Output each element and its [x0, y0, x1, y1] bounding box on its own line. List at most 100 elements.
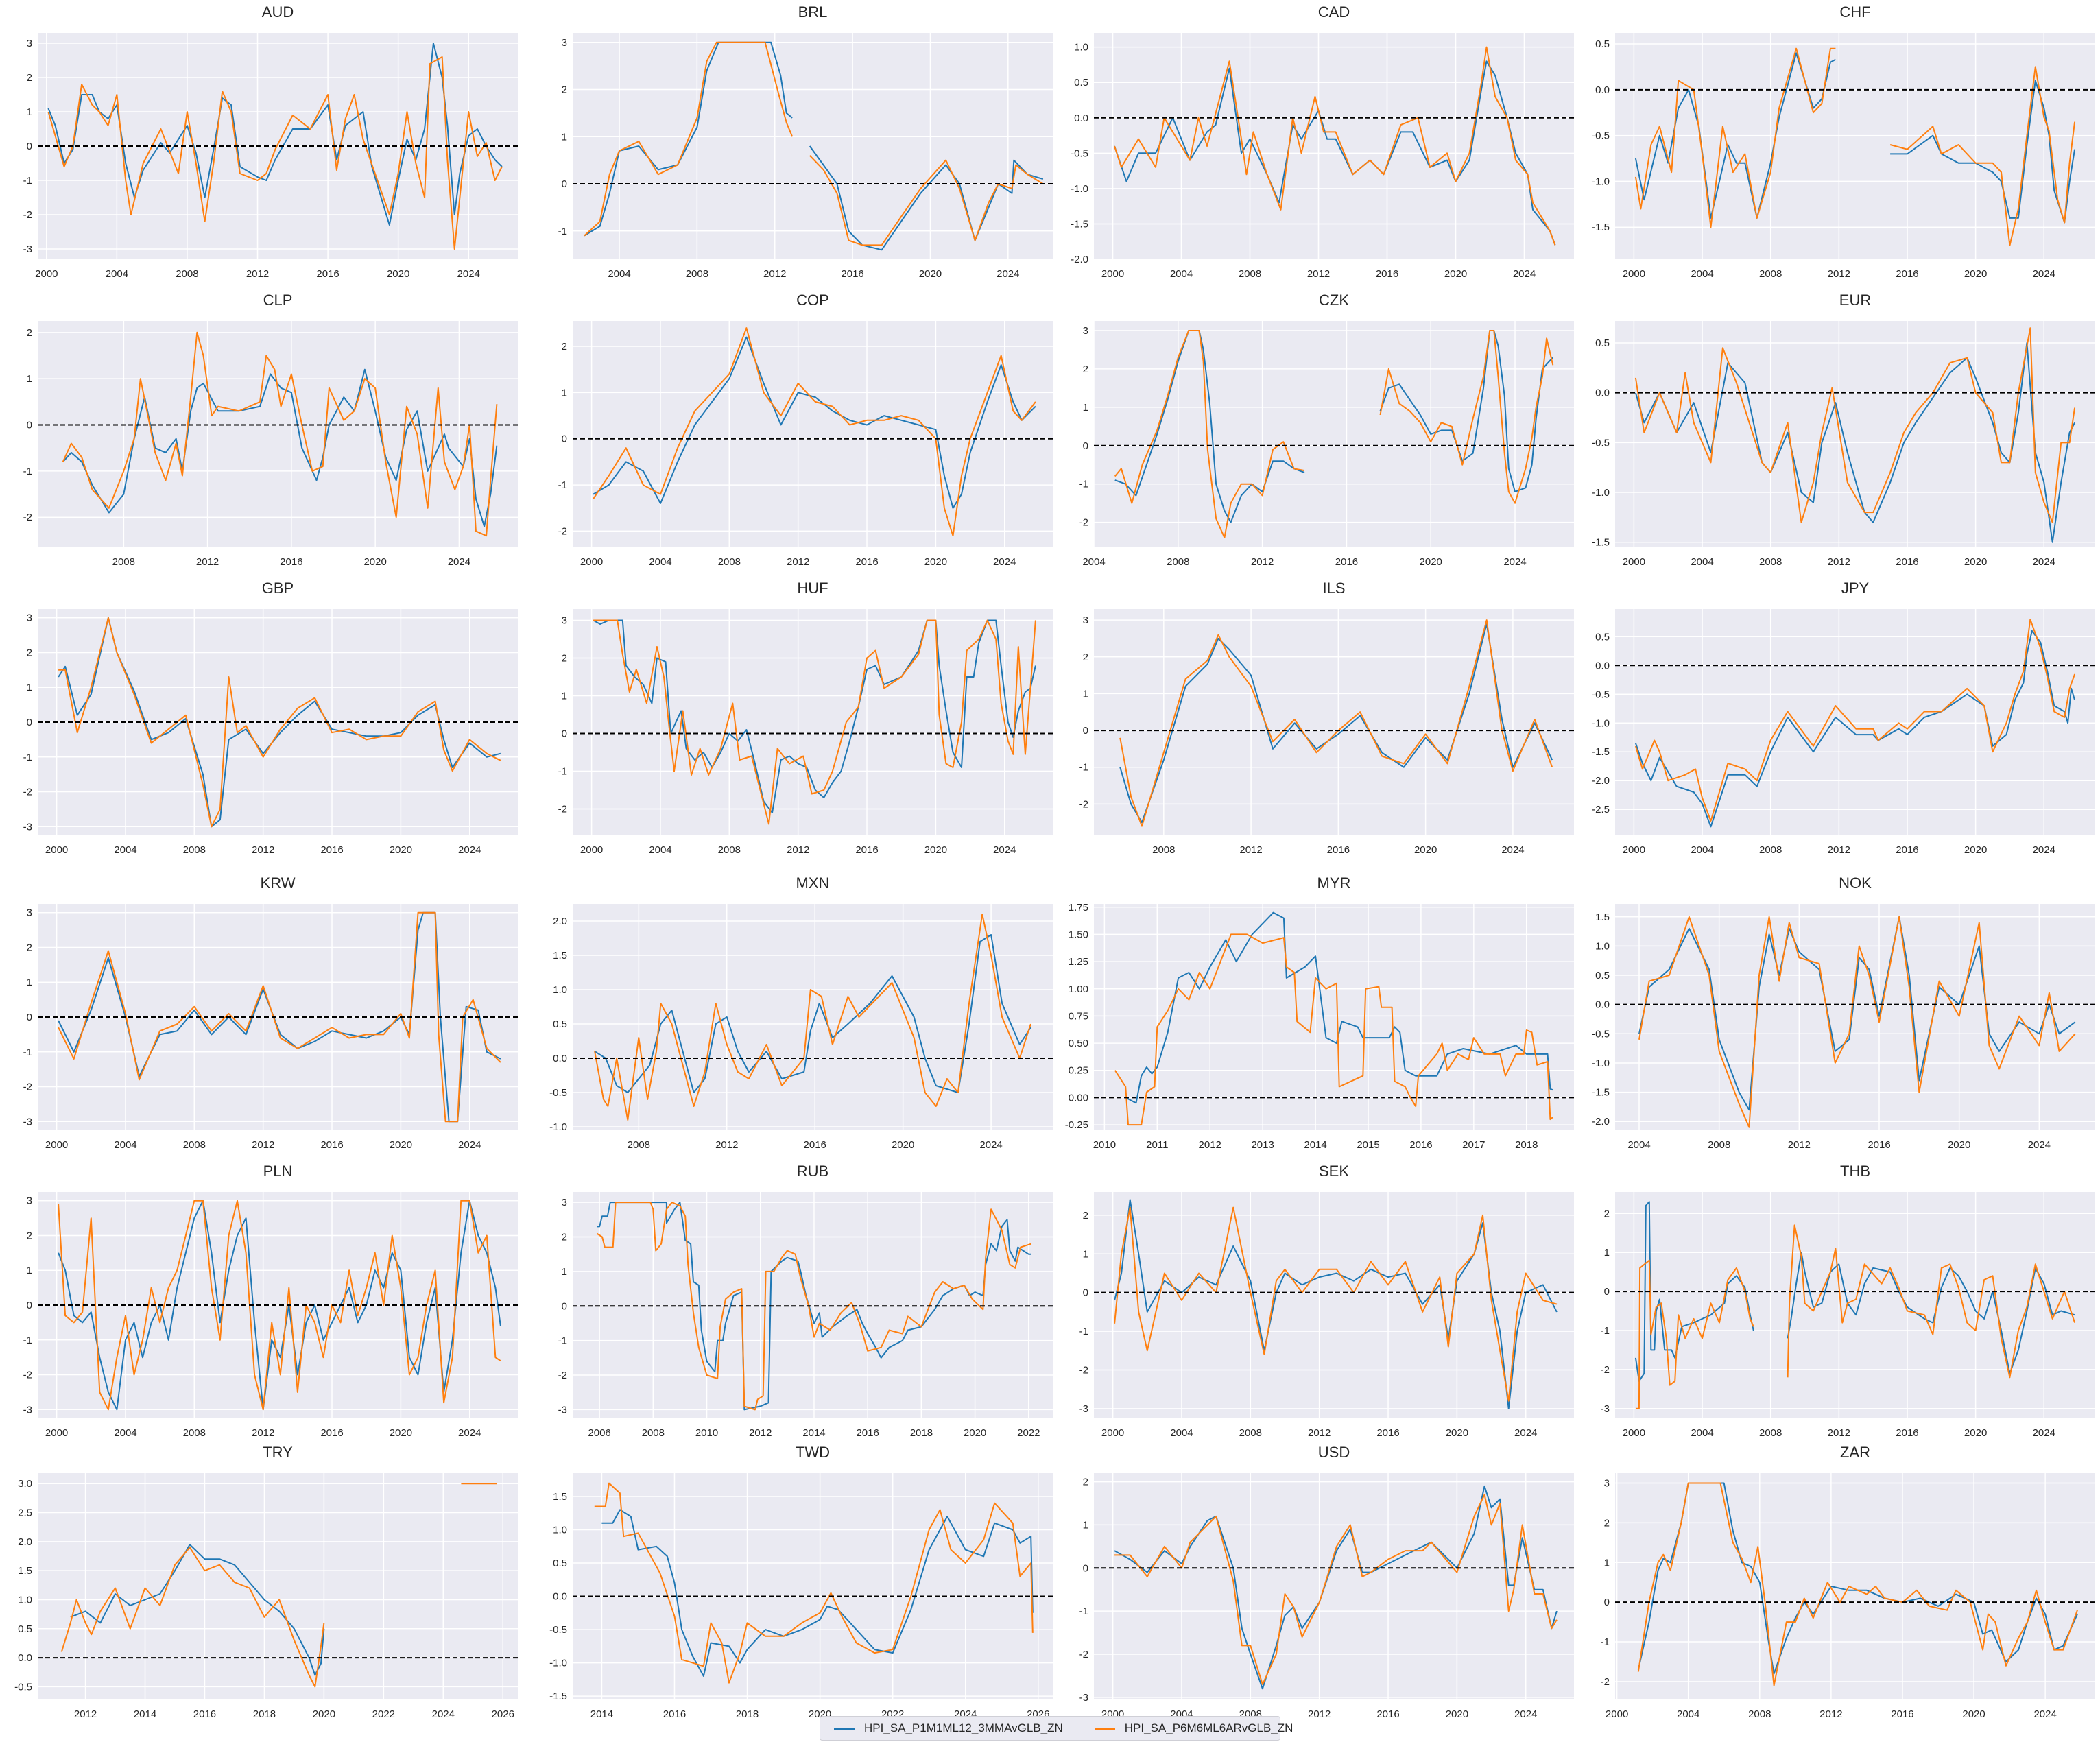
svg-text:0.0: 0.0	[553, 1053, 567, 1064]
svg-text:1.0: 1.0	[18, 1594, 32, 1606]
svg-text:-3: -3	[23, 821, 32, 833]
svg-text:1.5: 1.5	[18, 1565, 32, 1577]
svg-text:2016: 2016	[1376, 268, 1398, 280]
svg-text:2024: 2024	[993, 556, 1016, 568]
panel-title: BRL	[798, 3, 828, 21]
series-line	[594, 934, 1031, 1093]
svg-text:1.5: 1.5	[553, 1491, 567, 1503]
svg-text:2012: 2012	[196, 556, 219, 568]
svg-text:2020: 2020	[919, 268, 942, 280]
svg-text:2004: 2004	[106, 268, 128, 280]
svg-text:2004: 2004	[1691, 556, 1713, 568]
svg-text:-1: -1	[558, 479, 567, 491]
svg-text:-1: -1	[1079, 1326, 1088, 1337]
panel-title: CZK	[1319, 291, 1349, 309]
svg-text:2000: 2000	[1623, 844, 1645, 856]
svg-text:2024: 2024	[432, 1708, 455, 1720]
series-line	[60, 1483, 497, 1688]
panel-czk: CZK 2004 2008 2012 2016 2020 2024 -2 -1 0 1 2 3	[1056, 288, 1574, 576]
panel-brl: BRL 2004 2008 2012 2016 2020 2024 -1 0 1 2 3	[535, 0, 1053, 288]
series-line	[1114, 46, 1556, 246]
svg-text:0: 0	[1083, 725, 1088, 737]
legend-item-p6m6ml6: HPI_SA_P6M6ML6ARvGLB_ZN	[1094, 1721, 1293, 1735]
svg-text:2008: 2008	[718, 844, 741, 856]
svg-text:-1: -1	[1601, 1636, 1610, 1648]
svg-text:0: 0	[562, 1300, 567, 1312]
svg-text:-3: -3	[23, 1404, 32, 1416]
svg-text:3: 3	[27, 1195, 32, 1207]
plot-area: 2012 2014 2016 2018 2020 2022 2024 2026 -0.5 0.0 0…	[14, 1473, 518, 1720]
plot-area: 2014 2016 2018 2020 2022 2024 2026-1.5-1.0-0.5…	[549, 1473, 1053, 1720]
panel-title: THB	[1840, 1162, 1870, 1180]
panel-title: JPY	[1841, 580, 1870, 597]
panel-pln: PLN 2000 2004 2008 2012 2016 2020 2024 -3 -2 -1 0 1 2…	[0, 1159, 518, 1447]
svg-text:2020: 2020	[390, 844, 412, 856]
svg-text:2016: 2016	[804, 1139, 826, 1151]
panel-mxn: MXN 2008 2012 2016 2020 2024 -1.0 -0.5 0.0 0.5 1.0…	[535, 871, 1053, 1159]
svg-text:2024: 2024	[458, 1427, 481, 1439]
svg-text:1.5: 1.5	[1595, 911, 1610, 923]
svg-text:2020: 2020	[1964, 844, 1987, 856]
panel-title: KRW	[260, 874, 296, 892]
svg-text:1: 1	[27, 682, 32, 693]
svg-text:2012: 2012	[715, 1139, 738, 1151]
panel-title: PLN	[263, 1162, 293, 1180]
legend-line-orange-icon	[1094, 1727, 1115, 1730]
svg-text:2004: 2004	[649, 844, 671, 856]
svg-text:2: 2	[1083, 652, 1088, 663]
svg-text:2016: 2016	[1327, 844, 1350, 856]
svg-text:2008: 2008	[1239, 268, 1261, 280]
svg-text:-0.5: -0.5	[549, 1087, 567, 1099]
svg-text:1.25: 1.25	[1069, 956, 1088, 968]
panel-title: EUR	[1839, 291, 1872, 309]
svg-text:1: 1	[1083, 402, 1088, 414]
svg-text:-1.0: -1.0	[1071, 183, 1088, 195]
plot-area: 2006 2008 2010 2012 2014 2016 2018 2020 2022 -3 -2…	[558, 1192, 1053, 1439]
svg-text:2012: 2012	[1828, 844, 1850, 856]
svg-text:2012: 2012	[1251, 556, 1274, 568]
svg-text:2016: 2016	[1376, 1427, 1399, 1439]
panel-cop: COP 2000 2004 2008 2012 2016 2020 2024 -2 -1 0 1 2	[535, 288, 1053, 576]
svg-text:2006: 2006	[588, 1427, 610, 1439]
series-line	[594, 1482, 1034, 1684]
svg-text:2016: 2016	[1376, 1708, 1399, 1720]
svg-text:2024: 2024	[458, 1139, 481, 1151]
svg-text:2004: 2004	[1170, 268, 1193, 280]
svg-text:2000: 2000	[45, 1427, 68, 1439]
series-line	[58, 617, 501, 828]
svg-text:2: 2	[562, 84, 567, 96]
svg-text:2012: 2012	[1828, 556, 1850, 568]
svg-text:-1.0: -1.0	[1592, 487, 1610, 499]
panel-title: CHF	[1839, 3, 1871, 21]
svg-text:2024: 2024	[2033, 844, 2055, 856]
svg-text:2020: 2020	[924, 556, 947, 568]
series-line	[1119, 619, 1553, 827]
svg-text:-2: -2	[1601, 1676, 1610, 1688]
svg-text:2.5: 2.5	[18, 1507, 32, 1519]
svg-text:0.0: 0.0	[1595, 84, 1610, 96]
series-line	[1638, 916, 2076, 1111]
svg-text:-2: -2	[1079, 517, 1088, 529]
svg-text:2020: 2020	[892, 1139, 914, 1151]
series-line	[1125, 911, 1553, 1104]
series-line	[597, 1202, 1031, 1411]
svg-text:2004: 2004	[114, 1139, 136, 1151]
series-line	[593, 619, 1036, 813]
svg-text:2018: 2018	[736, 1708, 759, 1720]
svg-text:2020: 2020	[1948, 1139, 1970, 1151]
svg-text:1.00: 1.00	[1069, 983, 1088, 995]
svg-text:3: 3	[562, 615, 567, 627]
svg-text:2: 2	[27, 72, 32, 84]
svg-text:2004: 2004	[114, 1427, 136, 1439]
plot-area: 2000 2004 2008 2012 2016 2020 2024 -3 -2 -1 0 1 2 3	[23, 904, 518, 1151]
svg-text:2.0: 2.0	[553, 916, 567, 927]
svg-text:1.75: 1.75	[1069, 902, 1088, 914]
svg-text:0.5: 0.5	[1074, 77, 1088, 88]
svg-text:1: 1	[562, 691, 567, 702]
series-line	[1638, 916, 2076, 1128]
series-line	[593, 327, 1036, 537]
svg-text:2024: 2024	[979, 1139, 1002, 1151]
panel-title: SEK	[1318, 1162, 1350, 1180]
plot-area: 2004 2008 2012 2016 2020 2024 -1 0 1 2 3	[558, 33, 1053, 280]
svg-text:1: 1	[27, 1265, 32, 1276]
